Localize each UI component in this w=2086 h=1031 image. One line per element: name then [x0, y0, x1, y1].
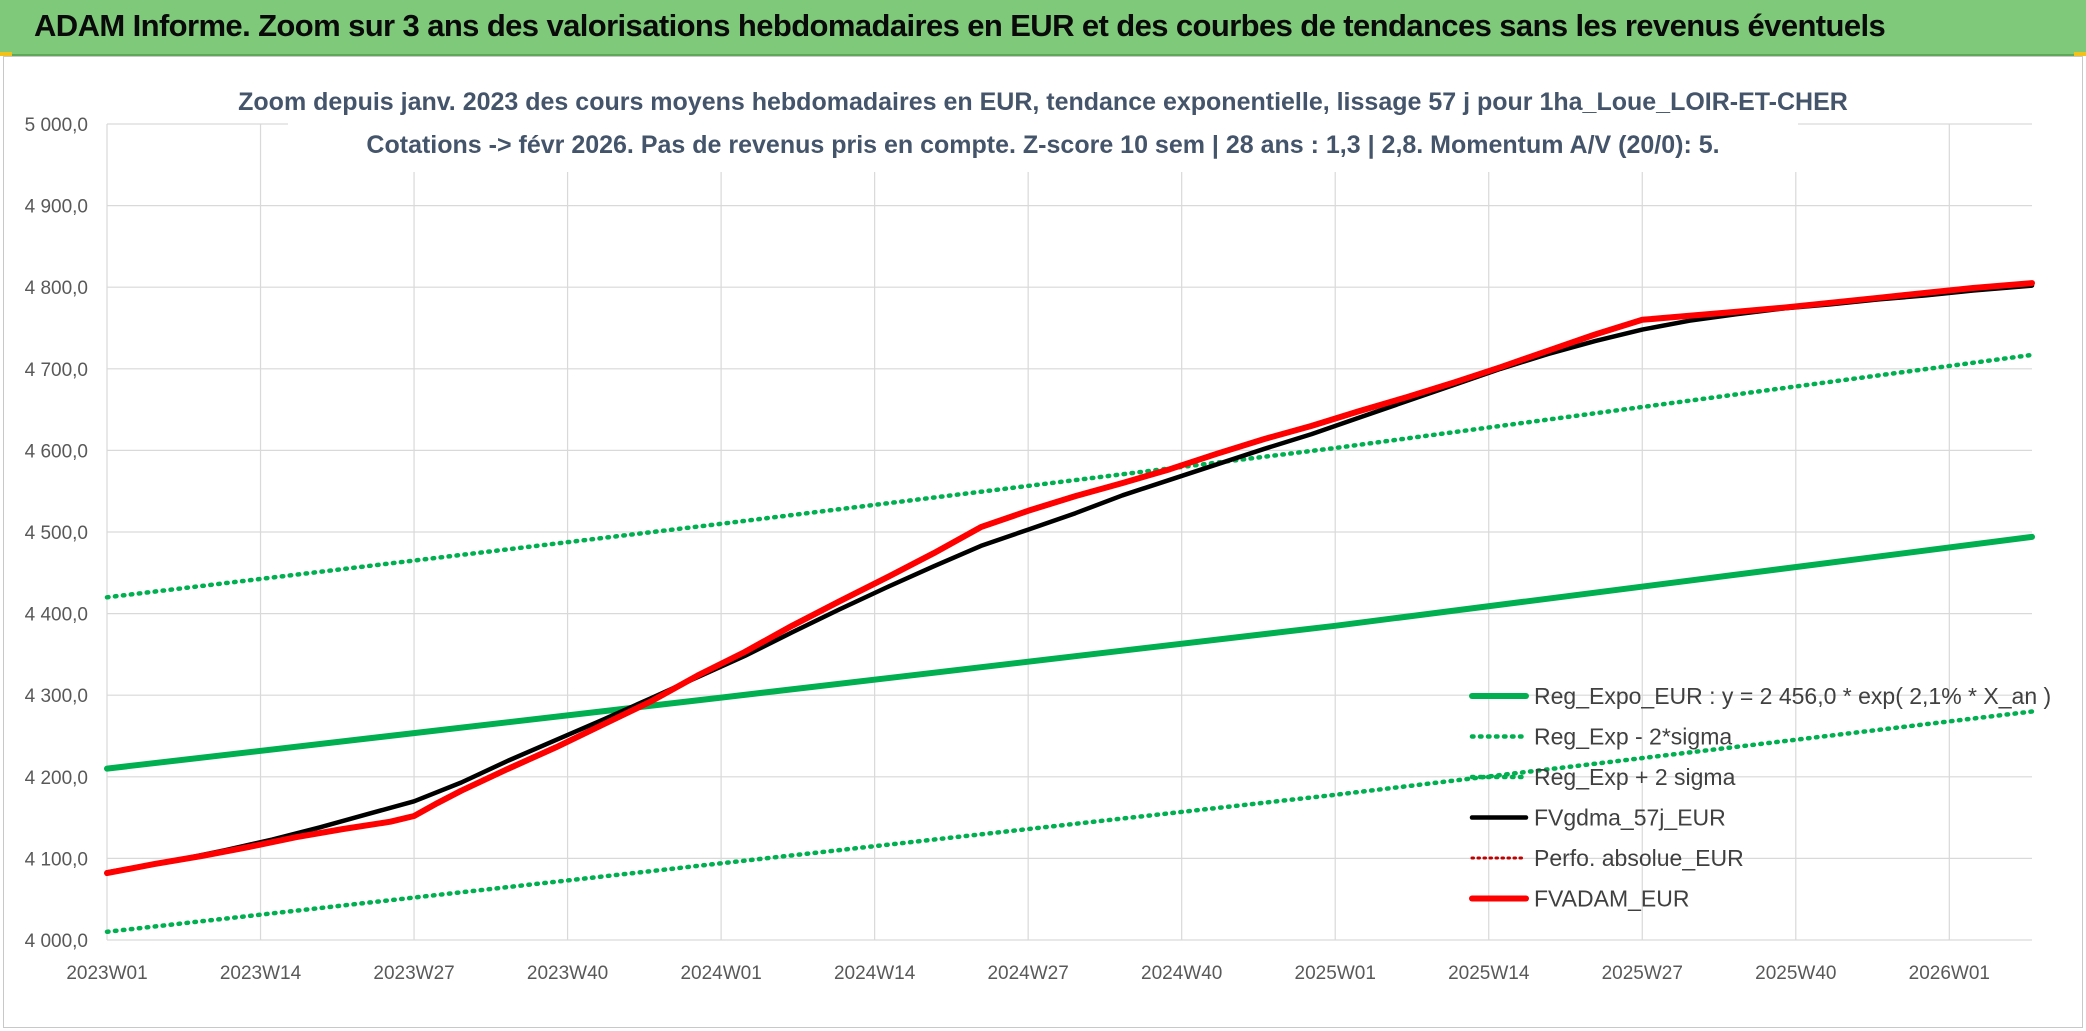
x-tick-label: 2026W01 [1909, 963, 1990, 984]
series-lines [104, 280, 2035, 935]
x-tick-label: 2024W40 [1141, 963, 1222, 984]
legend-label-reg-exp-2-sigma: Reg_Exp + 2 sigma [1534, 764, 1736, 790]
x-tick-label: 2025W01 [1295, 963, 1376, 984]
report-title: ADAM Informe. Zoom sur 3 ans des valoris… [34, 8, 1886, 43]
y-tick-label: 4 900,0 [25, 197, 88, 218]
legend-label-perfo-absolue-eur: Perfo. absolue_EUR [1534, 845, 1744, 871]
x-tick-label: 2025W40 [1755, 963, 1836, 984]
banner-accent-right [2074, 52, 2086, 56]
chart-title-background [288, 80, 1798, 172]
y-tick-label: 5 000,0 [25, 115, 88, 136]
y-tick-label: 4 300,0 [25, 686, 88, 707]
axis-labels: 5 000,0 4 900,0 4 800,0 4 700,0 4 600,0 4 500… [25, 115, 1990, 984]
legend: Reg_Expo_EUR : y = 2 456,0 * exp( 2,1% *… [1469, 683, 2051, 912]
legend-label-fvgdma-57j-eur: FVgdma_57j_EUR [1534, 805, 1726, 831]
chart-title-line-2: Cotations -> févr 2026. Pas de revenus p… [366, 131, 1719, 159]
y-tick-label: 4 100,0 [25, 849, 88, 870]
x-tick-label: 2024W01 [680, 963, 761, 984]
x-tick-label: 2025W14 [1448, 963, 1530, 984]
chart-title-line-1: Zoom depuis janv. 2023 des cours moyens … [238, 88, 1848, 116]
legend-label-fvadam-eur: FVADAM_EUR [1534, 886, 1690, 912]
legend-label-reg-exp-2-sigma: Reg_Exp - 2*sigma [1534, 724, 1732, 750]
y-tick-label: 4 200,0 [25, 768, 88, 789]
report-banner: ADAM Informe. Zoom sur 3 ans des valoris… [0, 0, 2086, 56]
series-line-reg-expo-eur [104, 533, 2035, 772]
series-line-reg-exp-2-sigma [104, 709, 2035, 935]
y-tick-label: 4 800,0 [25, 278, 88, 299]
y-tick-label: 4 500,0 [25, 523, 88, 544]
y-tick-label: 4 600,0 [25, 441, 88, 462]
x-tick-label: 2023W01 [66, 963, 147, 984]
chart-frame [3, 56, 2083, 1028]
x-tick-label: 2024W27 [987, 963, 1068, 984]
grid [106, 123, 2032, 941]
y-tick-label: 4 000,0 [25, 931, 88, 952]
y-tick-label: 4 700,0 [25, 360, 88, 381]
series-line-fvadam-eur [104, 280, 2035, 877]
series-line-fvgdma-57j-eur [104, 283, 2035, 875]
chart-title: Zoom depuis janv. 2023 des cours moyens … [238, 80, 1848, 172]
x-tick-label: 2025W27 [1602, 963, 1683, 984]
series-line-reg-exp-2-sigma [104, 352, 2035, 600]
x-tick-label: 2023W40 [527, 963, 608, 984]
y-tick-label: 4 400,0 [25, 605, 88, 626]
x-tick-label: 2023W27 [373, 963, 454, 984]
legend-label-reg-expo-eur: Reg_Expo_EUR : y = 2 456,0 * exp( 2,1% *… [1534, 683, 2051, 709]
banner-accent-left [0, 52, 12, 56]
x-tick-label: 2024W14 [834, 963, 916, 984]
x-tick-label: 2023W14 [220, 963, 302, 984]
